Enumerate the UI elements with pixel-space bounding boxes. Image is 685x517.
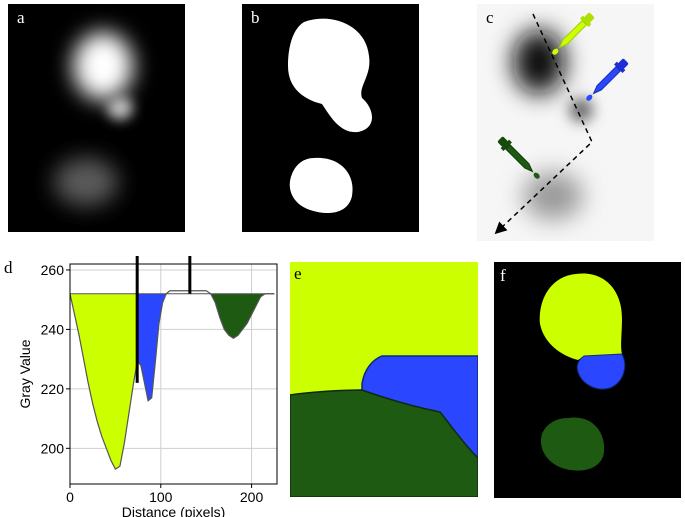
dashed-path-arrow-icon [494,13,593,235]
mask-upper-shape [288,18,372,133]
bright-blob [73,32,133,100]
panel-e-image [290,262,478,497]
dark-blob [513,30,565,94]
light-dark-blob [523,172,583,220]
small-dark-blob [569,98,593,122]
panel-a: a [8,4,185,232]
panel-f-image [494,262,681,498]
panel-f: f [494,262,681,498]
mask-lower-shape [289,157,353,214]
panel-b: b [242,4,419,232]
panel-letter-b: b [251,8,260,27]
y-tick-label: 240 [41,321,65,337]
x-tick-label: 100 [149,489,173,505]
segment-green [540,417,605,471]
y-axis-label: Gray Value [17,339,33,408]
y-tick-label: 200 [41,440,65,456]
region-fill-lime [70,293,138,470]
panel-a-image [8,4,185,232]
x-tick-label: 0 [66,489,74,505]
panel-d: d 200 220 240 260 0 100 200 Distance (pixels) Gr… [0,252,285,517]
x-axis-label: Distance (pixels) [122,504,225,517]
green-dropper-icon [497,136,540,179]
lime-dropper-icon [552,12,595,55]
panel-b-image [242,4,419,232]
x-tick-label: 200 [240,489,264,505]
panel-letter-d: d [4,258,13,277]
region-fill-green [189,293,275,339]
small-blob [107,96,133,120]
panel-letter-f: f [500,266,506,285]
y-tick-label: 260 [41,262,65,278]
segment-blue [576,353,626,390]
profile-line [69,290,275,471]
panel-letter-a: a [17,8,25,27]
axes-box [69,263,278,485]
panel-e: e [290,262,478,497]
panel-c-image [477,4,654,241]
dim-blob [54,158,118,206]
y-tick-label: 220 [41,381,65,397]
panel-letter-e: e [294,264,302,283]
region-fill-blue [137,293,190,401]
panel-letter-c: c [486,8,494,27]
segment-lime [539,273,622,360]
panel-c: c [477,4,654,241]
blue-dropper-icon [586,58,629,101]
profile-chart: 200 220 240 260 0 100 200 Distance (pixels) Gray… [17,256,278,517]
region-green [290,389,478,497]
